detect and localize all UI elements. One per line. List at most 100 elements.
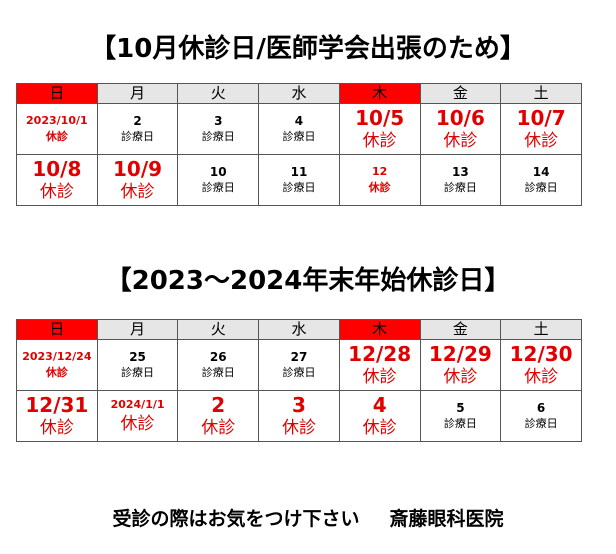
- day-status: 診療日: [443, 417, 477, 430]
- day-status: 休診: [45, 130, 68, 143]
- weekday-header: 金: [419, 83, 502, 104]
- calendar-day-cell: 4 休診: [338, 390, 421, 442]
- notice1-title: 【10月休診日/医師学会出張のため】: [90, 34, 526, 64]
- weekday-header: 水: [258, 319, 340, 340]
- calendar-day-cell: 2 休診: [177, 390, 260, 442]
- day-number: 2024/1/1: [110, 398, 165, 411]
- calendar-week-row: 12/31 休診 2024/1/1 休診 2 休診 3 休診 4 休診 5 診療日 6 診療日: [16, 390, 582, 442]
- calendar-day-cell: 3 診療日: [177, 103, 260, 155]
- weekday-header: 土: [500, 319, 582, 340]
- day-number: 2023/10/1: [26, 114, 88, 127]
- day-number: 4: [294, 114, 304, 128]
- calendar-day-cell: 12/30 休診: [500, 339, 582, 391]
- day-status: 診療日: [524, 181, 558, 194]
- calendar-day-cell: 2024/1/1 休診: [96, 390, 179, 442]
- weekday-header: 火: [177, 319, 260, 340]
- day-status: 休診: [443, 367, 478, 387]
- calendar-day-cell: 6 診療日: [500, 390, 582, 442]
- day-number: 25: [129, 350, 146, 364]
- calendar-day-cell: 10/7 休診: [500, 103, 582, 155]
- day-status: 診療日: [201, 181, 235, 194]
- weekday-header: 火: [177, 83, 260, 104]
- notice2-title: 【2023～2024年末年始休診日】: [105, 266, 511, 296]
- day-number: 10/8: [32, 157, 82, 181]
- calendar-week-row: 2023/12/24 休診 25 診療日 26 診療日 27 診療日 12/28 休診 12/29 休…: [16, 339, 582, 391]
- day-status: 休診: [39, 418, 74, 438]
- footer-message: 受診の際はお気をつけ下さい: [112, 508, 360, 530]
- day-number: 3: [214, 114, 223, 128]
- day-status: 診療日: [524, 417, 558, 430]
- day-status: 休診: [39, 182, 74, 202]
- weekday-header-row: 日月火水木金土: [16, 319, 582, 340]
- calendar-day-cell: 25 診療日: [96, 339, 179, 391]
- calendar-day-cell: 12/29 休診: [419, 339, 502, 391]
- day-number: 3: [292, 393, 306, 417]
- calendar-week-row: 10/8 休診 10/9 休診 10 診療日 11 診療日 12 休診 13 診療日 14 診療日: [16, 154, 582, 206]
- calendar-day-cell: 13 診療日: [419, 154, 502, 206]
- day-status: 診療日: [443, 181, 477, 194]
- weekday-header: 日: [16, 319, 98, 340]
- day-status: 休診: [368, 181, 391, 194]
- calendar-day-cell: 10/8 休診: [16, 154, 98, 206]
- day-number: 13: [452, 165, 469, 179]
- day-status: 休診: [362, 367, 397, 387]
- day-number: 26: [209, 350, 227, 364]
- footer: 受診の際はお気をつけ下さい 斎藤眼科医院: [0, 506, 616, 532]
- day-number: 10/7: [516, 106, 566, 130]
- day-status: 休診: [120, 182, 155, 202]
- day-number: 10/5: [355, 106, 405, 130]
- calendar-day-cell: 3 休診: [258, 390, 340, 442]
- calendar-day-cell: 11 診療日: [258, 154, 340, 206]
- day-status: 診療日: [201, 130, 235, 143]
- day-number: 14: [532, 165, 550, 179]
- day-number: 2023/12/24: [22, 350, 92, 363]
- day-number: 4: [372, 393, 387, 417]
- calendar-day-cell: 10/5 休診: [338, 103, 421, 155]
- day-status: 診療日: [282, 366, 316, 379]
- day-status: 休診: [524, 131, 559, 151]
- weekday-header: 木: [338, 83, 421, 104]
- day-number: 2: [211, 393, 226, 417]
- weekday-header: 金: [419, 319, 502, 340]
- calendar-day-cell: 4 診療日: [258, 103, 340, 155]
- day-status: 休診: [120, 414, 155, 434]
- day-status: 休診: [45, 366, 68, 379]
- calendar-october: 日月火水木金土 2023/10/1 休診 2 診療日 3 診療日 4 診療日 10/5 休診 10/…: [16, 83, 582, 206]
- calendar-day-cell: 2023/10/1 休診: [16, 103, 98, 155]
- day-status: 休診: [362, 131, 397, 151]
- calendar-day-cell: 12/31 休診: [16, 390, 98, 442]
- day-number: 12/28: [348, 342, 412, 366]
- day-status: 診療日: [121, 366, 155, 379]
- weekday-header: 水: [258, 83, 340, 104]
- calendar-day-cell: 14 診療日: [500, 154, 582, 206]
- weekday-header: 土: [500, 83, 582, 104]
- weekday-header: 木: [338, 319, 421, 340]
- day-number: 6: [536, 401, 546, 415]
- day-number: 10: [209, 165, 227, 179]
- day-status: 休診: [201, 418, 236, 438]
- calendar-day-cell: 27 診療日: [258, 339, 340, 391]
- calendar-day-cell: 10/6 休診: [419, 103, 502, 155]
- day-status: 診療日: [121, 130, 155, 143]
- day-status: 休診: [362, 418, 397, 438]
- calendar-day-cell: 26 診療日: [177, 339, 260, 391]
- calendar-day-cell: 2 診療日: [96, 103, 179, 155]
- day-status: 診療日: [201, 366, 235, 379]
- weekday-header: 月: [96, 83, 179, 104]
- day-number: 12/30: [509, 342, 573, 366]
- calendar-day-cell: 12/28 休診: [338, 339, 421, 391]
- day-number: 12/29: [428, 342, 492, 366]
- day-number: 2: [133, 114, 142, 128]
- day-number: 27: [290, 350, 308, 364]
- weekday-header: 日: [16, 83, 98, 104]
- day-status: 診療日: [282, 130, 316, 143]
- day-number: 10/9: [113, 157, 163, 181]
- day-number: 11: [290, 165, 308, 179]
- calendar-day-cell: 2023/12/24 休診: [16, 339, 98, 391]
- day-status: 診療日: [282, 181, 316, 194]
- weekday-header: 月: [96, 319, 179, 340]
- day-number: 12/31: [25, 393, 89, 417]
- calendar-day-cell: 12 休診: [338, 154, 421, 206]
- clinic-name: 斎藤眼科医院: [389, 508, 504, 530]
- day-number: 5: [456, 401, 465, 415]
